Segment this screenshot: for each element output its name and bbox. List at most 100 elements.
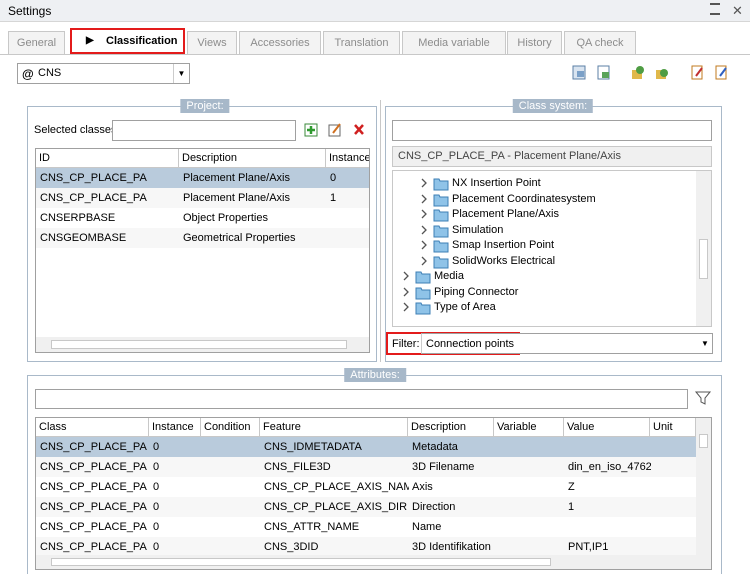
tree-label: Piping Connector [434,285,519,298]
column-header: Class [36,418,149,437]
combo-arrow[interactable]: ▼ [173,64,189,83]
tab[interactable]: Translation [323,31,400,54]
table-cell: 0 [153,461,160,473]
filter-button[interactable] [694,389,712,407]
table-cell: CNS_3DID [264,541,319,553]
table-cell: CNS_CP_PLACE_PA [40,481,147,493]
table-row[interactable]: CNS_CP_PLACE_PA Placement Plane/Axis 1 [36,188,369,208]
table-row[interactable]: CNS_CP_PLACE_PA Placement Plane/Axis 0 [36,168,369,188]
toolbar-icon[interactable] [572,65,586,80]
toolbar-icon[interactable] [597,65,610,80]
project-table: ID Description Instance CNS_CP_PLACE_PA Plac… [35,148,370,353]
scroll-thumb[interactable] [699,434,708,448]
table-row[interactable]: CNSGEOMBASE Geometrical Properties [36,228,369,248]
filter-label: Filter: [392,338,420,350]
expand-chevron [421,178,427,188]
tree-node[interactable]: NX Insertion Point [393,176,693,191]
cns-combo[interactable]: @ CNS ▼ [17,63,190,84]
table-cell: CNS_FILE3D [264,461,331,473]
table-cell: CNS_CP_PLACE_PA [40,441,147,453]
table-cell: Placement Plane/Axis [183,172,290,184]
folder-icon [433,225,449,237]
table-row[interactable]: CNS_CP_PLACE_PA 0 CNS_CP_PLACE_AXIS_NAME Ax… [36,477,696,497]
tree-label: NX Insertion Point [452,177,541,189]
class-tree: NX Insertion Point Placement Coordinatesy… [392,170,712,327]
selected-classes-input[interactable] [112,120,296,141]
toolbar-icon[interactable] [656,69,668,79]
table-cell: CNS_CP_PLACE_AXIS_NAME [264,481,409,493]
tab[interactable]: Accessories [239,31,321,54]
edit-button[interactable] [328,123,341,137]
class-search-input[interactable] [392,120,712,141]
table-cell: Z [568,481,575,493]
tab-label: Translation [334,37,389,49]
table-row[interactable]: CNS_CP_PLACE_PA 0 CNS_CP_PLACE_AXIS_DIR Dir… [36,497,696,517]
combo-arrow[interactable]: ▼ [701,339,709,348]
group-title: Attributes: [344,368,406,382]
column-header: Value [564,418,650,437]
table-row[interactable]: CNSERPBASE Object Properties [36,208,369,228]
tree-node[interactable]: Media [393,269,693,284]
tree-node[interactable]: Placement Coordinatesystem [393,192,693,207]
attribute-search-input[interactable] [35,389,688,409]
tab[interactable]: ▶ Classification [70,28,185,54]
table-row[interactable]: CNS_CP_PLACE_PA 0 CNS_3DID 3D Identifikatio… [36,537,696,557]
tree-node[interactable]: Placement Plane/Axis [393,207,693,222]
menu-button[interactable] [710,3,720,15]
tree-node[interactable]: SolidWorks Electrical [393,254,693,269]
add-button[interactable] [304,123,318,137]
tab[interactable]: History [507,31,562,54]
toolbar-icon[interactable] [632,66,644,79]
expand-chevron [421,225,427,234]
table-cell: CNS_CP_PLACE_PA [40,541,147,553]
expand-chevron [403,302,409,312]
expand-chevron [421,194,427,203]
column-header: Feature [260,418,408,437]
combo-icon: @ [22,67,34,81]
tree-node[interactable]: Smap Insertion Point [393,238,693,253]
filter-combo[interactable]: Connection points ▼ [421,333,713,354]
table-row[interactable]: CNS_CP_PLACE_PA 0 CNS_FILE3D 3D Filename din… [36,457,696,477]
table-cell: 0 [153,481,160,493]
column-header: Unit [650,418,696,437]
attributes-table: Class Instance Condition Feature Description… [35,417,712,570]
table-cell: 0 [330,172,337,184]
expand-chevron [421,209,427,219]
vertical-scrollbar[interactable] [696,418,711,555]
scroll-thumb[interactable] [51,558,551,566]
table-cell: CNS_ATTR_NAME [264,521,360,533]
table-row[interactable]: CNS_CP_PLACE_PA 0 CNS_IDMETADATA Metadata [36,437,696,457]
scroll-thumb[interactable] [699,239,708,279]
tree-label: Placement Coordinatesystem [452,192,596,205]
table-cell: CNS_CP_PLACE_PA [40,521,147,533]
horizontal-scrollbar[interactable] [36,555,711,569]
tree-label: Placement Plane/Axis [452,208,559,220]
horizontal-scrollbar[interactable] [36,337,369,352]
splitter[interactable] [380,100,381,362]
tab[interactable]: Media variable [402,31,506,54]
column-header: Instance [149,418,201,437]
tree-node[interactable]: Simulation [393,223,693,238]
vertical-scrollbar[interactable] [696,171,711,326]
table-row[interactable]: CNS_CP_PLACE_PA 0 CNS_ATTR_NAME Name [36,517,696,537]
tab-label: General [16,37,57,49]
table-cell: CNSGEOMBASE [40,232,127,244]
delete-button[interactable] [354,124,364,135]
tab[interactable]: QA check [564,31,636,54]
tree-label: Type of Area [434,301,496,313]
column-header: Description [179,149,326,168]
close-button[interactable]: ✕ [732,3,743,18]
scroll-thumb[interactable] [51,340,347,349]
table-cell: 3D Identifikation [412,541,491,553]
tab[interactable]: General [8,31,65,54]
column-header: Description [408,418,494,437]
folder-icon [433,209,449,222]
tree-node[interactable]: Piping Connector [393,285,693,300]
toolbar-icon[interactable] [691,65,703,80]
tab[interactable]: Views [187,31,237,54]
toolbar-icon[interactable] [715,65,727,80]
tree-node[interactable]: Type of Area [393,300,693,315]
project-tools [304,123,364,137]
window-title: Settings [8,4,52,18]
class-path: CNS_CP_PLACE_PA - Placement Plane/Axis [392,146,712,167]
